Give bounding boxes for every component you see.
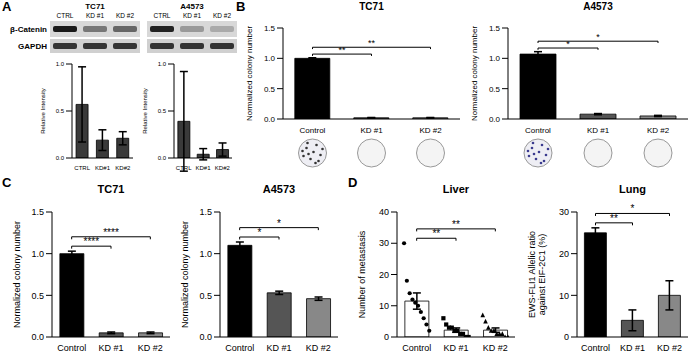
html-text:A: A bbox=[2, 0, 12, 14]
svg-text:Normalized colony number: Normalized colony number bbox=[180, 221, 190, 328]
html-text:Liver: Liver bbox=[442, 183, 470, 195]
svg-text:*: * bbox=[596, 32, 600, 42]
svg-text:1.5: 1.5 bbox=[264, 24, 276, 33]
html-text:TC71: TC71 bbox=[359, 1, 384, 12]
svg-text:0: 0 bbox=[384, 332, 389, 342]
svg-text:KD #1: KD #1 bbox=[587, 126, 610, 135]
svg-text:KD #2: KD #2 bbox=[116, 12, 134, 19]
svg-text:TC71: TC71 bbox=[85, 2, 105, 11]
svg-text:1.0: 1.0 bbox=[199, 249, 212, 259]
svg-text:KD #1: KD #1 bbox=[86, 12, 104, 19]
svg-text:Control: Control bbox=[581, 343, 610, 353]
svg-text:Number of metastasis: Number of metastasis bbox=[357, 230, 367, 318]
svg-text:A4573: A4573 bbox=[180, 2, 204, 11]
svg-text:**: ** bbox=[432, 228, 440, 239]
svg-text:KD #2: KD #2 bbox=[419, 126, 442, 135]
svg-text:0.5: 0.5 bbox=[264, 85, 276, 94]
svg-text:1.0: 1.0 bbox=[158, 61, 167, 67]
svg-text:20: 20 bbox=[379, 270, 389, 280]
svg-text:*: * bbox=[277, 218, 281, 229]
html-text:D: D bbox=[348, 175, 358, 190]
svg-text:Control: Control bbox=[300, 126, 326, 135]
svg-text:KD #2: KD #2 bbox=[213, 12, 231, 19]
svg-text:0.5: 0.5 bbox=[199, 291, 212, 301]
svg-text:Control: Control bbox=[57, 343, 86, 353]
svg-text:0.5: 0.5 bbox=[56, 108, 65, 114]
svg-text:KD#2: KD#2 bbox=[215, 165, 231, 171]
svg-text:KD #1: KD #1 bbox=[620, 343, 645, 353]
svg-text:KD #2: KD #2 bbox=[138, 343, 163, 353]
svg-text:Normalized colony number: Normalized colony number bbox=[12, 221, 22, 328]
svg-text:KD #1: KD #1 bbox=[183, 12, 201, 19]
svg-text:Relative Intensity: Relative Intensity bbox=[142, 88, 148, 134]
svg-text:0.0: 0.0 bbox=[489, 115, 501, 124]
html-text:Lung: Lung bbox=[619, 183, 646, 195]
svg-text:β-Catenin: β-Catenin bbox=[10, 25, 47, 34]
svg-text:1.5: 1.5 bbox=[489, 24, 501, 33]
svg-text:*: * bbox=[257, 227, 261, 238]
svg-text:0.0: 0.0 bbox=[31, 332, 44, 342]
svg-text:KD #1: KD #1 bbox=[443, 343, 468, 353]
svg-text:0.0: 0.0 bbox=[199, 332, 212, 342]
svg-text:Control: Control bbox=[225, 343, 254, 353]
svg-text:**: ** bbox=[368, 38, 376, 48]
svg-text:1.5: 1.5 bbox=[199, 207, 212, 217]
svg-text:Normalized colony number: Normalized colony number bbox=[245, 26, 254, 121]
html-text:B: B bbox=[236, 0, 246, 14]
svg-text:20: 20 bbox=[559, 249, 569, 259]
svg-text:*: * bbox=[631, 203, 635, 214]
html-text:TC71: TC71 bbox=[97, 183, 125, 195]
svg-text:****: **** bbox=[103, 227, 119, 238]
svg-text:0.5: 0.5 bbox=[158, 108, 167, 114]
svg-text:KD#1: KD#1 bbox=[195, 165, 211, 171]
svg-text:KD #2: KD #2 bbox=[647, 126, 670, 135]
svg-text:0.0: 0.0 bbox=[56, 155, 65, 161]
svg-text:0.5: 0.5 bbox=[489, 85, 501, 94]
svg-text:EWS-FLI1 Allelic ratioagainst: EWS-FLI1 Allelic ratioagainst EIF-2C1 (%… bbox=[527, 231, 547, 318]
svg-text:KD #1: KD #1 bbox=[98, 343, 123, 353]
svg-text:10: 10 bbox=[559, 291, 569, 301]
svg-text:KD#1: KD#1 bbox=[95, 165, 111, 171]
svg-text:1.5: 1.5 bbox=[31, 207, 44, 217]
html-text:A4573: A4573 bbox=[583, 1, 613, 12]
svg-text:0.0: 0.0 bbox=[158, 155, 167, 161]
svg-text:1.0: 1.0 bbox=[264, 54, 276, 63]
svg-text:KD #2: KD #2 bbox=[306, 343, 331, 353]
svg-text:KD #1: KD #1 bbox=[266, 343, 291, 353]
svg-text:CTRL: CTRL bbox=[176, 165, 192, 171]
svg-text:40: 40 bbox=[379, 207, 389, 217]
svg-text:CTRL: CTRL bbox=[74, 165, 90, 171]
svg-text:**: ** bbox=[452, 219, 460, 230]
svg-text:Relative Intensity: Relative Intensity bbox=[40, 88, 46, 134]
svg-text:10: 10 bbox=[379, 301, 389, 311]
svg-text:Control: Control bbox=[525, 126, 551, 135]
svg-text:0.5: 0.5 bbox=[31, 291, 44, 301]
html-text:C: C bbox=[2, 175, 12, 190]
svg-text:KD#2: KD#2 bbox=[115, 165, 131, 171]
svg-text:0: 0 bbox=[564, 332, 569, 342]
svg-text:Normalized colony number: Normalized colony number bbox=[470, 26, 479, 121]
svg-text:**: ** bbox=[610, 213, 618, 224]
svg-text:KD #1: KD #1 bbox=[360, 126, 383, 135]
svg-text:CTRL: CTRL bbox=[154, 12, 171, 19]
svg-text:CTRL: CTRL bbox=[57, 12, 74, 19]
svg-text:0.0: 0.0 bbox=[264, 115, 276, 124]
svg-text:KD #2: KD #2 bbox=[483, 343, 508, 353]
svg-text:30: 30 bbox=[379, 238, 389, 248]
svg-text:1.0: 1.0 bbox=[56, 61, 65, 67]
svg-text:*: * bbox=[566, 39, 570, 49]
html-text:A4573: A4573 bbox=[262, 183, 296, 195]
svg-text:KD #2: KD #2 bbox=[657, 343, 682, 353]
svg-text:30: 30 bbox=[559, 207, 569, 217]
svg-text:**: ** bbox=[338, 45, 346, 55]
svg-text:Control: Control bbox=[402, 343, 431, 353]
svg-text:GAPDH: GAPDH bbox=[18, 42, 47, 51]
svg-text:1.0: 1.0 bbox=[31, 249, 44, 259]
svg-text:****: **** bbox=[84, 236, 100, 247]
svg-text:1.0: 1.0 bbox=[489, 54, 501, 63]
